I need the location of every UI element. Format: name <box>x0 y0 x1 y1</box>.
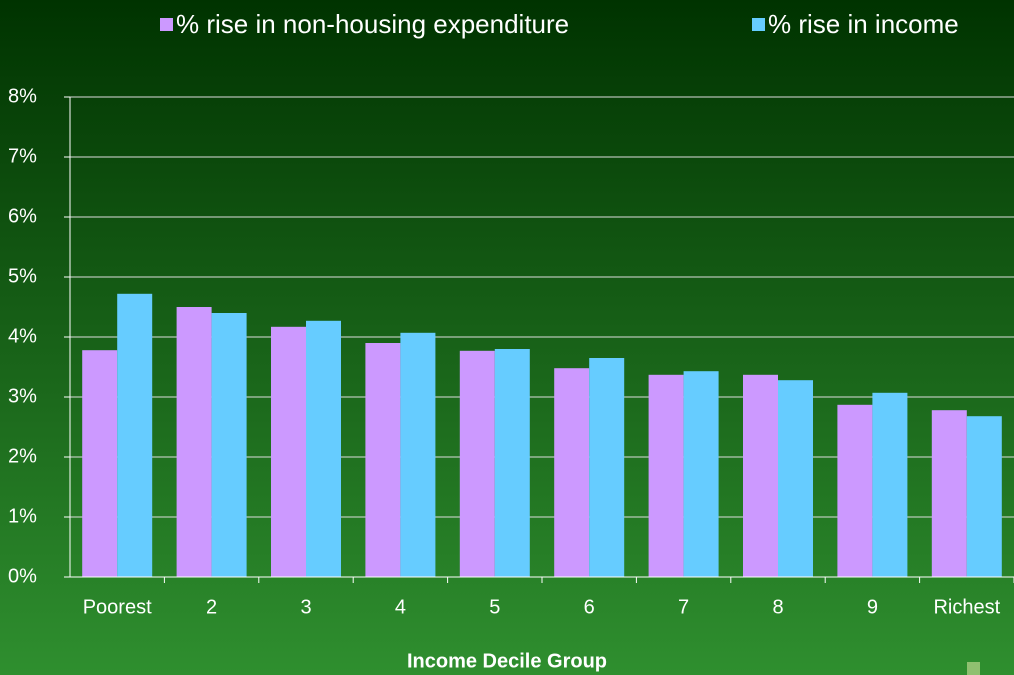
y-tick-label: 1% <box>8 505 37 527</box>
y-tick-label: 6% <box>8 205 37 227</box>
x-tick-label: 3 <box>300 596 311 618</box>
x-tick-label: 5 <box>489 596 500 618</box>
bar <box>494 349 530 577</box>
x-tick-label: 4 <box>395 596 406 618</box>
bar <box>743 374 778 577</box>
decoration <box>967 662 980 675</box>
bar <box>837 404 873 577</box>
bar <box>683 371 719 577</box>
bar <box>176 307 212 577</box>
legend-swatch <box>752 18 765 31</box>
bar <box>271 326 306 577</box>
y-tick-label: 7% <box>8 145 37 167</box>
bar <box>459 350 495 577</box>
bar <box>211 313 247 577</box>
bar <box>365 343 401 577</box>
y-tick-label: 8% <box>8 85 37 107</box>
bar <box>966 416 1002 577</box>
x-tick-label: 2 <box>206 596 217 618</box>
bar <box>931 410 967 577</box>
bar <box>82 350 118 577</box>
y-tick-label: 2% <box>8 445 37 467</box>
bar <box>648 374 684 577</box>
legend-label: % rise in income <box>768 9 959 39</box>
y-tick-label: 3% <box>8 385 37 407</box>
x-tick-label: 9 <box>867 596 878 618</box>
bar <box>778 380 813 577</box>
bar <box>554 368 590 577</box>
bar <box>117 293 153 577</box>
bar <box>400 332 436 577</box>
legend-label: % rise in non-housing expenditure <box>176 9 569 39</box>
x-tick-label: 7 <box>678 596 689 618</box>
y-tick-label: 4% <box>8 325 37 347</box>
x-axis-title: Income Decile Group <box>407 650 607 672</box>
bar <box>872 392 908 577</box>
y-tick-label: 5% <box>8 265 37 287</box>
legend-swatch <box>160 18 173 31</box>
x-tick-label: Poorest <box>83 596 152 618</box>
bar <box>306 320 341 577</box>
bar <box>589 358 625 577</box>
x-tick-label: Richest <box>933 596 1000 618</box>
y-tick-label: 0% <box>8 565 37 587</box>
x-tick-label: 6 <box>584 596 595 618</box>
x-tick-label: 8 <box>772 596 783 618</box>
